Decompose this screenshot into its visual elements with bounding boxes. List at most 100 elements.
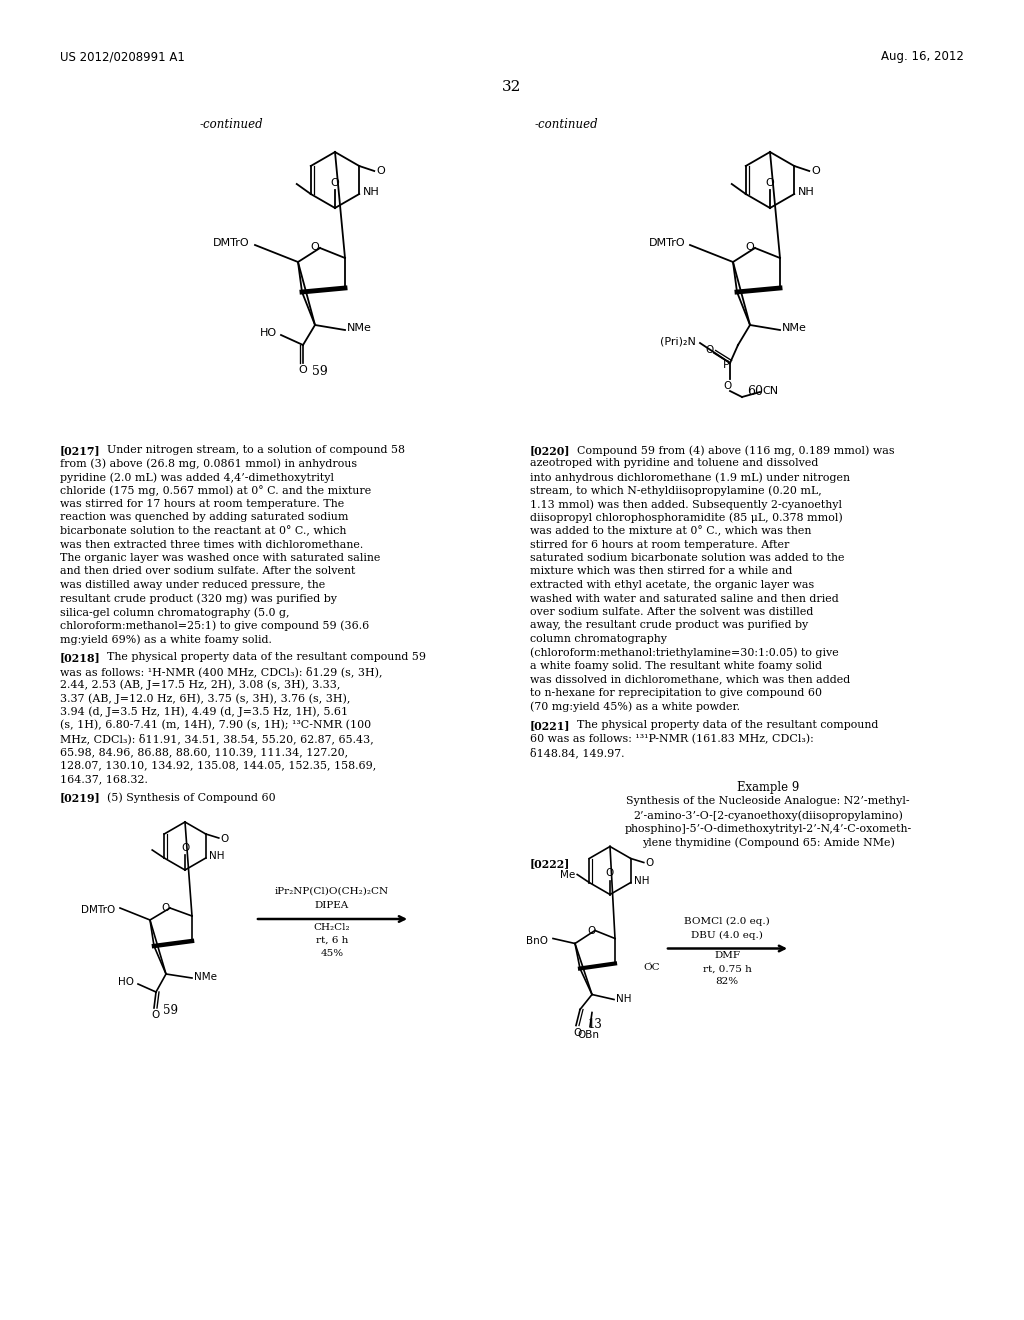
Text: (Pri)₂N: (Pri)₂N bbox=[660, 337, 696, 346]
Text: O: O bbox=[587, 925, 595, 936]
Text: 32: 32 bbox=[503, 81, 521, 94]
Text: [0217]: [0217] bbox=[60, 445, 100, 455]
Text: NH: NH bbox=[799, 187, 815, 197]
Text: away, the resultant crude product was purified by: away, the resultant crude product was pu… bbox=[530, 620, 808, 631]
Text: column chromatography: column chromatography bbox=[530, 634, 667, 644]
Text: BnO: BnO bbox=[526, 936, 548, 945]
Text: O: O bbox=[161, 903, 169, 913]
Text: Compound 59 from (4) above (116 mg, 0.189 mmol) was: Compound 59 from (4) above (116 mg, 0.18… bbox=[577, 445, 895, 455]
Text: US 2012/0208991 A1: US 2012/0208991 A1 bbox=[60, 50, 185, 63]
Text: saturated sodium bicarbonate solution was added to the: saturated sodium bicarbonate solution wa… bbox=[530, 553, 845, 564]
Text: [0220]: [0220] bbox=[530, 445, 570, 455]
Text: 1.13 mmol) was then added. Subsequently 2-cyanoethyl: 1.13 mmol) was then added. Subsequently … bbox=[530, 499, 842, 510]
Text: δ148.84, 149.97.: δ148.84, 149.97. bbox=[530, 747, 625, 758]
Text: ÓC: ÓC bbox=[643, 962, 660, 972]
Text: 59: 59 bbox=[312, 366, 328, 378]
Text: reaction was quenched by adding saturated sodium: reaction was quenched by adding saturate… bbox=[60, 512, 348, 523]
Text: DMTrO: DMTrO bbox=[648, 238, 685, 248]
Text: rt, 0.75 h: rt, 0.75 h bbox=[702, 965, 752, 974]
Text: into anhydrous dichloromethane (1.9 mL) under nitrogen: into anhydrous dichloromethane (1.9 mL) … bbox=[530, 473, 850, 483]
Text: (70 mg:yield 45%) as a white powder.: (70 mg:yield 45%) as a white powder. bbox=[530, 701, 740, 711]
Text: mg:yield 69%) as a white foamy solid.: mg:yield 69%) as a white foamy solid. bbox=[60, 634, 272, 644]
Text: O: O bbox=[573, 1027, 582, 1038]
Text: NMe: NMe bbox=[782, 323, 807, 333]
Text: diisopropyl chlorophosphoramidite (85 μL, 0.378 mmol): diisopropyl chlorophosphoramidite (85 μL… bbox=[530, 512, 843, 523]
Text: HO: HO bbox=[260, 327, 278, 338]
Text: BOMCl (2.0 eq.): BOMCl (2.0 eq.) bbox=[684, 916, 770, 925]
Text: resultant crude product (320 mg) was purified by: resultant crude product (320 mg) was pur… bbox=[60, 594, 337, 605]
Text: and then dried over sodium sulfate. After the solvent: and then dried over sodium sulfate. Afte… bbox=[60, 566, 355, 577]
Text: 60: 60 bbox=[746, 385, 763, 399]
Text: Example 9: Example 9 bbox=[737, 780, 799, 793]
Text: DBU (4.0 eq.): DBU (4.0 eq.) bbox=[691, 931, 763, 940]
Text: O: O bbox=[706, 345, 714, 355]
Text: stream, to which N-ethyldiisopropylamine (0.20 mL,: stream, to which N-ethyldiisopropylamine… bbox=[530, 486, 821, 496]
Text: 2’-amino-3’-O-[2-cyanoethoxy(diisopropylamino): 2’-amino-3’-O-[2-cyanoethoxy(diisopropyl… bbox=[633, 810, 903, 821]
Text: O: O bbox=[299, 366, 307, 375]
Text: 65.98, 84.96, 86.88, 88.60, 110.39, 111.34, 127.20,: 65.98, 84.96, 86.88, 88.60, 110.39, 111.… bbox=[60, 747, 348, 756]
Text: Synthesis of the Nucleoside Analogue: N2’-methyl-: Synthesis of the Nucleoside Analogue: N2… bbox=[627, 796, 909, 807]
Text: MHz, CDCl₃): δ11.91, 34.51, 38.54, 55.20, 62.87, 65.43,: MHz, CDCl₃): δ11.91, 34.51, 38.54, 55.20… bbox=[60, 734, 374, 744]
Text: iPr₂NP(Cl)O(CH₂)₂CN: iPr₂NP(Cl)O(CH₂)₂CN bbox=[274, 887, 389, 896]
Text: washed with water and saturated saline and then dried: washed with water and saturated saline a… bbox=[530, 594, 839, 603]
Text: bicarbonate solution to the reactant at 0° C., which: bicarbonate solution to the reactant at … bbox=[60, 525, 346, 537]
Text: 3.37 (AB, J=12.0 Hz, 6H), 3.75 (s, 3H), 3.76 (s, 3H),: 3.37 (AB, J=12.0 Hz, 6H), 3.75 (s, 3H), … bbox=[60, 693, 350, 704]
Text: [0221]: [0221] bbox=[530, 719, 570, 731]
Text: [0218]: [0218] bbox=[60, 652, 100, 664]
Text: over sodium sulfate. After the solvent was distilled: over sodium sulfate. After the solvent w… bbox=[530, 607, 813, 616]
Text: -continued: -continued bbox=[535, 117, 599, 131]
Text: [0219]: [0219] bbox=[60, 792, 100, 804]
Text: CN: CN bbox=[762, 385, 778, 396]
Text: stirred for 6 hours at room temperature. After: stirred for 6 hours at room temperature.… bbox=[530, 540, 790, 549]
Text: O: O bbox=[376, 166, 385, 176]
Text: CH₂Cl₂: CH₂Cl₂ bbox=[313, 923, 350, 932]
Text: was stirred for 17 hours at room temperature. The: was stirred for 17 hours at room tempera… bbox=[60, 499, 344, 510]
Text: DMTrO: DMTrO bbox=[213, 238, 250, 248]
Text: 13: 13 bbox=[588, 1019, 602, 1031]
Text: 45%: 45% bbox=[321, 949, 344, 958]
Text: The organic layer was washed once with saturated saline: The organic layer was washed once with s… bbox=[60, 553, 380, 564]
Text: 3.94 (d, J=3.5 Hz, 1H), 4.49 (d, J=3.5 Hz, 1H), 5.61: 3.94 (d, J=3.5 Hz, 1H), 4.49 (d, J=3.5 H… bbox=[60, 706, 348, 717]
Text: OBn: OBn bbox=[577, 1030, 599, 1040]
Text: O: O bbox=[766, 178, 774, 187]
Text: silica-gel column chromatography (5.0 g,: silica-gel column chromatography (5.0 g, bbox=[60, 607, 290, 618]
Text: a white foamy solid. The resultant white foamy solid: a white foamy solid. The resultant white… bbox=[530, 661, 822, 671]
Text: extracted with ethyl acetate, the organic layer was: extracted with ethyl acetate, the organi… bbox=[530, 579, 814, 590]
Text: O: O bbox=[646, 858, 654, 869]
Text: O: O bbox=[811, 166, 820, 176]
Text: from (3) above (26.8 mg, 0.0861 mmol) in anhydrous: from (3) above (26.8 mg, 0.0861 mmol) in… bbox=[60, 458, 357, 469]
Text: NH: NH bbox=[634, 875, 649, 886]
Text: O: O bbox=[181, 843, 189, 853]
Text: O: O bbox=[606, 869, 614, 879]
Text: 128.07, 130.10, 134.92, 135.08, 144.05, 152.35, 158.69,: 128.07, 130.10, 134.92, 135.08, 144.05, … bbox=[60, 760, 376, 771]
Text: ylene thymidine (Compound 65: Amide NMe): ylene thymidine (Compound 65: Amide NMe) bbox=[642, 837, 894, 847]
Text: (s, 1H), 6.80-7.41 (m, 14H), 7.90 (s, 1H); ¹³C-NMR (100: (s, 1H), 6.80-7.41 (m, 14H), 7.90 (s, 1H… bbox=[60, 719, 371, 730]
Text: DMF: DMF bbox=[714, 952, 740, 961]
Text: azeotroped with pyridine and toluene and dissolved: azeotroped with pyridine and toluene and… bbox=[530, 458, 818, 469]
Text: was dissolved in dichloromethane, which was then added: was dissolved in dichloromethane, which … bbox=[530, 675, 850, 685]
Text: was added to the mixture at 0° C., which was then: was added to the mixture at 0° C., which… bbox=[530, 525, 811, 537]
Text: P: P bbox=[723, 360, 729, 370]
Text: The physical property data of the resultant compound 59: The physical property data of the result… bbox=[106, 652, 426, 663]
Text: Me: Me bbox=[560, 870, 575, 880]
Text: was then extracted three times with dichloromethane.: was then extracted three times with dich… bbox=[60, 540, 364, 549]
Text: chloroform:methanol=25:1) to give compound 59 (36.6: chloroform:methanol=25:1) to give compou… bbox=[60, 620, 370, 631]
Text: pyridine (2.0 mL) was added 4,4’-dimethoxytrityl: pyridine (2.0 mL) was added 4,4’-dimetho… bbox=[60, 473, 334, 483]
Text: NH: NH bbox=[209, 851, 224, 861]
Text: chloride (175 mg, 0.567 mmol) at 0° C. and the mixture: chloride (175 mg, 0.567 mmol) at 0° C. a… bbox=[60, 486, 372, 496]
Text: Aug. 16, 2012: Aug. 16, 2012 bbox=[881, 50, 964, 63]
Text: O: O bbox=[745, 242, 755, 252]
Text: O: O bbox=[331, 178, 339, 187]
Text: NMe: NMe bbox=[347, 323, 372, 333]
Text: was as follows: ¹H-NMR (400 MHz, CDCl₃): δ1.29 (s, 3H),: was as follows: ¹H-NMR (400 MHz, CDCl₃):… bbox=[60, 667, 383, 677]
Text: was distilled away under reduced pressure, the: was distilled away under reduced pressur… bbox=[60, 579, 326, 590]
Text: O: O bbox=[310, 242, 319, 252]
Text: O: O bbox=[221, 834, 229, 843]
Text: Under nitrogen stream, to a solution of compound 58: Under nitrogen stream, to a solution of … bbox=[106, 445, 406, 455]
Text: 82%: 82% bbox=[716, 978, 738, 986]
Text: (chloroform:methanol:triethylamine=30:1:0.05) to give: (chloroform:methanol:triethylamine=30:1:… bbox=[530, 648, 839, 659]
Text: O: O bbox=[723, 381, 731, 391]
Text: NMe: NMe bbox=[194, 972, 217, 982]
Text: NH: NH bbox=[364, 187, 380, 197]
Text: NH: NH bbox=[616, 994, 632, 1005]
